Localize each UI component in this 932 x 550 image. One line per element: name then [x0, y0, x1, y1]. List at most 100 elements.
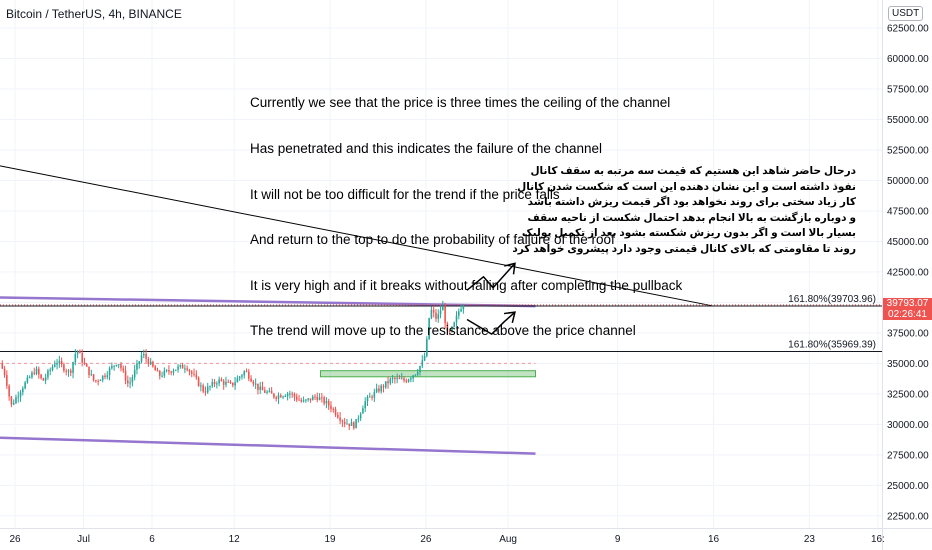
price-axis[interactable]: 22500.00 25000.00 27500.00 30000.00 32500.00…: [882, 0, 930, 550]
candle-body: [168, 370, 170, 372]
candle-body: [216, 383, 218, 385]
annotation-line: The trend will move up to the resistance…: [250, 323, 636, 339]
candle-body: [232, 382, 234, 386]
price-tick-label: 42500.00: [887, 267, 929, 278]
candle-body: [327, 400, 330, 406]
candle-body: [200, 385, 202, 387]
candle-body: [184, 368, 186, 370]
candle-body: [143, 353, 145, 356]
candle-body: [6, 375, 8, 386]
candle-body: [350, 422, 353, 426]
channel-top-line: [0, 296, 536, 308]
candle-body: [243, 371, 246, 376]
price-tick-label: 60000.00: [887, 54, 929, 65]
candle-body: [111, 365, 113, 369]
arrow-down-drawing-head: [503, 311, 516, 324]
candle-body: [241, 375, 243, 377]
candle-body: [442, 306, 444, 311]
candle-body: [165, 370, 168, 372]
price-tick-label: 62500.00: [887, 24, 929, 35]
chart-title: Bitcoin / TetherUS, 4h, BINANCE: [6, 7, 182, 21]
candle-body: [44, 377, 47, 381]
candle-body: [229, 381, 232, 383]
annotation-line: It is very high and if it breaks without…: [250, 277, 683, 293]
candle-body: [138, 361, 141, 364]
drawings-front: [466, 262, 516, 335]
candle-body: [56, 363, 58, 365]
candle-body: [147, 358, 150, 365]
candle-body: [154, 366, 157, 371]
candle-body: [423, 356, 426, 361]
time-axis[interactable]: 26 Jul 6 12 19 26 Aug 9 16 23 16:: [0, 528, 932, 546]
fib-level-label: 161.80%(39703.96): [788, 294, 876, 305]
candle-body: [220, 379, 223, 382]
candle-body: [437, 314, 440, 319]
candle-body: [371, 396, 373, 398]
price-tick-label: 45000.00: [887, 237, 929, 248]
time-tick-label: 6: [149, 534, 155, 545]
candle-body: [202, 385, 204, 392]
candle-body: [273, 393, 275, 398]
candle-body: [291, 393, 293, 395]
candle-body: [348, 423, 351, 426]
candle-body: [334, 409, 337, 415]
candle-body: [405, 380, 408, 382]
candle-body: [458, 311, 460, 316]
candle-body: [124, 370, 127, 381]
time-tick-label: 12: [229, 534, 241, 545]
candle-body: [179, 364, 182, 367]
candle-body: [209, 386, 211, 388]
candle-body: [426, 339, 428, 357]
price-tick-label: 57500.00: [887, 85, 929, 96]
time-tick-label: Aug: [499, 534, 517, 545]
candle-body: [435, 312, 437, 319]
candle-body: [284, 395, 287, 397]
candle-body: [362, 408, 364, 414]
candle-body: [24, 382, 26, 389]
price-tick-label: 25000.00: [887, 481, 929, 492]
candle-body: [92, 374, 95, 381]
candle-body: [353, 422, 355, 429]
candle-body: [204, 391, 207, 393]
candle-body: [95, 380, 97, 382]
candle-body: [412, 375, 414, 379]
candle-body: [314, 396, 316, 398]
candle-body: [236, 378, 239, 383]
annotation-line: Currently we see that the price is three…: [250, 95, 671, 111]
resistance-line: [0, 165, 714, 307]
annotation-line: و دوباره بازگشت به بالا انجام بدهد احتما…: [527, 211, 856, 224]
annotation-line: نفوذ داشته است و این نشان دهنده این است …: [517, 180, 856, 193]
candle-body: [197, 377, 200, 387]
candle-body: [380, 385, 382, 392]
candle-body: [375, 388, 378, 392]
candle-body: [63, 364, 65, 371]
candle-body: [277, 395, 280, 399]
annotation-persian: درحال حاضر شاهد این هستیم که قیمت سه مرت…: [512, 164, 856, 258]
candle-body: [104, 375, 106, 377]
candle-body: [190, 371, 193, 374]
candle-body: [120, 364, 122, 369]
candle-body: [145, 353, 147, 359]
candle-body: [225, 381, 227, 385]
candle-body: [414, 374, 417, 376]
candle-body: [17, 396, 20, 398]
candle-body: [129, 382, 131, 384]
candle-body: [257, 383, 259, 390]
candle-body: [83, 362, 86, 364]
candle-body: [76, 350, 79, 354]
candle-body: [298, 399, 300, 401]
annotation-line: کار زیاد سختی برای روند نخواهد بود اگر ق…: [527, 196, 856, 209]
currency-badge[interactable]: USDT: [888, 6, 924, 21]
price-tick-label: 27500.00: [887, 450, 929, 461]
arrow-down-drawing: [466, 311, 516, 335]
annotation-line: And return to the top to do the probabil…: [250, 232, 615, 248]
candle-body: [439, 310, 442, 315]
annotation-line: روند تا مقاومتی که بالای کانال قیمتی وجو…: [512, 242, 856, 255]
candle-body: [259, 386, 262, 390]
candle-body: [384, 381, 387, 388]
candle-body: [12, 403, 15, 405]
candle-body: [323, 397, 325, 404]
candle-body: [339, 417, 341, 421]
price-tick-label: 35000.00: [887, 359, 929, 370]
